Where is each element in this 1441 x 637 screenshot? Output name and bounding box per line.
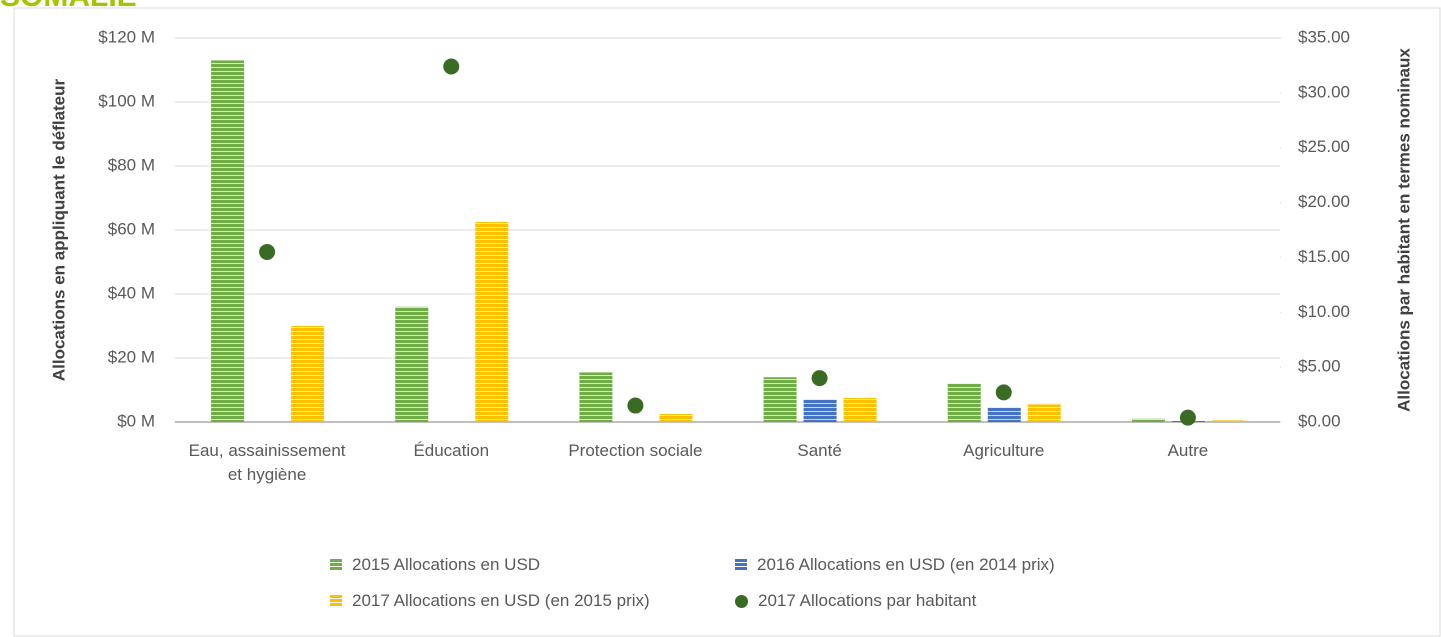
legend-label: 2017 Allocations en USD (en 2015 prix) <box>352 591 650 610</box>
y2-tick-label: $10.00 <box>1298 302 1350 321</box>
bar <box>1211 420 1245 422</box>
bar <box>947 383 981 422</box>
bar <box>763 377 797 422</box>
y2-tick-label: $20.00 <box>1298 192 1350 211</box>
scatter-point <box>1179 409 1196 426</box>
y-tick-label: $60 M <box>108 219 155 238</box>
legend-swatch <box>330 595 342 607</box>
scatter-point <box>443 58 460 75</box>
legend-dot <box>735 594 748 608</box>
legend-label: 2016 Allocations en USD (en 2014 prix) <box>757 555 1055 574</box>
y-tick-label: $20 M <box>108 347 155 366</box>
x-tick-label: Santé <box>797 441 842 460</box>
bar <box>291 326 325 422</box>
x-tick-label: Agriculture <box>963 441 1045 460</box>
bar <box>475 222 509 422</box>
y-tick-label: $120 M <box>98 27 155 46</box>
bar <box>1027 404 1061 422</box>
chart-title: SOMALIE <box>0 0 137 13</box>
scatter-point <box>259 243 276 260</box>
bar <box>843 398 877 422</box>
bar <box>987 407 1021 422</box>
bar <box>659 414 693 422</box>
bar <box>1131 418 1165 422</box>
bar <box>211 60 245 423</box>
legend: 2015 Allocations en USD 2016 Allocations … <box>330 553 1160 613</box>
y-axis-label: Allocations en appliquant le déflateur <box>49 78 68 381</box>
scatter-point <box>811 370 828 387</box>
scatter-point <box>627 397 644 414</box>
legend-swatch <box>735 559 747 571</box>
y2-tick-label: $25.00 <box>1298 137 1350 156</box>
x-tick-label: Éducation <box>413 441 490 460</box>
y2-tick-label: $15.00 <box>1298 247 1350 266</box>
legend-item: 2016 Allocations en USD (en 2014 prix) <box>735 553 1140 577</box>
bar <box>579 372 613 422</box>
x-tick-label: Protection sociale <box>568 441 703 460</box>
legend-item: 2015 Allocations en USD <box>330 553 735 577</box>
legend-item: 2017 Allocations par habitant <box>735 589 1140 613</box>
bar <box>803 399 837 422</box>
y-tick-label: $40 M <box>108 283 155 302</box>
legend-item: 2017 Allocations en USD (en 2015 prix) <box>330 589 735 613</box>
x-tick-label: Autre <box>1167 441 1209 460</box>
y2-tick-label: $30.00 <box>1298 82 1350 101</box>
y2-tick-label: $5.00 <box>1298 357 1341 376</box>
y2-axis-label: Allocations par habitant en termes nomin… <box>1394 48 1413 412</box>
y2-tick-label: $35.00 <box>1298 27 1350 46</box>
y-tick-label: $80 M <box>108 155 155 174</box>
scatter-point <box>995 384 1012 401</box>
bar <box>395 306 429 422</box>
legend-label: 2015 Allocations en USD <box>352 555 541 574</box>
y-tick-label: $100 M <box>98 91 155 110</box>
legend-swatch <box>330 559 342 571</box>
legend-label: 2017 Allocations par habitant <box>758 591 977 610</box>
y2-tick-label: $0.00 <box>1298 411 1341 430</box>
chart-border <box>13 7 1441 637</box>
y-tick-label: $0 M <box>117 411 155 430</box>
x-tick-label: Eau, assainissement et hygiène <box>188 441 346 484</box>
